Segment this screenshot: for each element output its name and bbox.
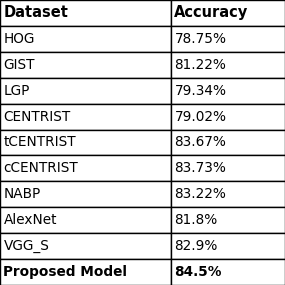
Text: cCENTRIST: cCENTRIST	[3, 161, 78, 175]
Text: Accuracy: Accuracy	[174, 5, 249, 21]
Bar	[0, 155, 171, 181]
Bar	[171, 233, 285, 259]
Bar	[171, 207, 285, 233]
Text: 83.73%: 83.73%	[174, 161, 226, 175]
Text: Proposed Model: Proposed Model	[3, 265, 127, 279]
Text: 81.8%: 81.8%	[174, 213, 218, 227]
Bar	[0, 52, 171, 78]
Text: 83.22%: 83.22%	[174, 187, 226, 201]
Bar	[0, 26, 171, 52]
Text: tCENTRIST: tCENTRIST	[3, 135, 76, 150]
Text: 78.75%: 78.75%	[174, 32, 226, 46]
Bar	[171, 104, 285, 130]
Bar	[171, 78, 285, 104]
Text: 84.5%: 84.5%	[174, 265, 222, 279]
Bar	[0, 259, 171, 285]
Bar	[0, 181, 171, 207]
Text: 79.02%: 79.02%	[174, 110, 226, 124]
Text: 83.67%: 83.67%	[174, 135, 226, 150]
Text: AlexNet: AlexNet	[3, 213, 57, 227]
Text: 81.22%: 81.22%	[174, 58, 226, 72]
Bar	[171, 0, 285, 26]
Text: Dataset: Dataset	[3, 5, 68, 21]
Bar	[0, 0, 171, 26]
Bar	[171, 155, 285, 181]
Bar	[171, 130, 285, 155]
Bar	[0, 78, 171, 104]
Text: 82.9%: 82.9%	[174, 239, 218, 253]
Bar	[0, 104, 171, 130]
Bar	[0, 207, 171, 233]
Bar	[0, 233, 171, 259]
Bar	[171, 259, 285, 285]
Bar	[0, 130, 171, 155]
Bar	[171, 26, 285, 52]
Bar	[171, 52, 285, 78]
Text: GIST: GIST	[3, 58, 35, 72]
Text: HOG: HOG	[3, 32, 35, 46]
Text: CENTRIST: CENTRIST	[3, 110, 71, 124]
Text: VGG_S: VGG_S	[3, 239, 49, 253]
Text: NABP: NABP	[3, 187, 41, 201]
Bar	[171, 181, 285, 207]
Text: 79.34%: 79.34%	[174, 84, 226, 98]
Text: LGP: LGP	[3, 84, 30, 98]
